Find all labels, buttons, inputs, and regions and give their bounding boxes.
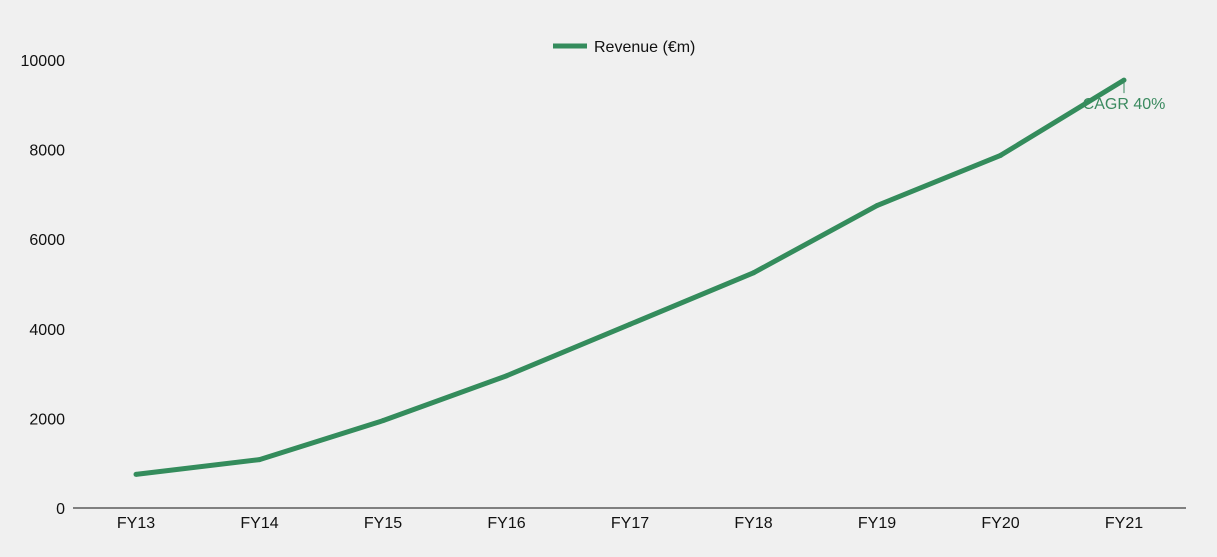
legend: Revenue (€m) (553, 39, 695, 56)
x-axis: FY13 FY14 FY15 FY16 FY17 FY18 FY19 FY20 FY21 (73, 507, 1186, 532)
data-point (504, 373, 509, 379)
y-tick-label: 2000 (29, 411, 65, 428)
series-group (133, 77, 1127, 477)
legend-label-revenue: Revenue (€m) (594, 39, 695, 56)
data-point (257, 457, 262, 463)
series-line-revenue (135, 78, 1126, 477)
y-axis: 0 2000 4000 6000 8000 10000 (21, 53, 66, 518)
data-point (380, 418, 386, 424)
x-tick-label: FY13 (117, 515, 155, 532)
data-point (998, 152, 1003, 158)
annotation-cagr: CAGR 40% (1083, 80, 1166, 113)
data-point (751, 270, 756, 276)
data-point (133, 471, 139, 477)
x-tick-label: FY15 (364, 515, 402, 532)
y-tick-label: 4000 (29, 322, 65, 339)
data-point (874, 203, 880, 209)
x-tick-label: FY21 (1105, 515, 1143, 532)
y-tick-label: 0 (56, 501, 65, 518)
data-point (627, 321, 633, 327)
x-tick-label: FY18 (734, 515, 772, 532)
annotation-label-cagr: CAGR 40% (1083, 96, 1166, 113)
x-tick-label: FY16 (487, 515, 525, 532)
x-tick-label: FY20 (981, 515, 1019, 532)
y-tick-label: 10000 (21, 53, 66, 70)
y-tick-label: 6000 (29, 232, 65, 249)
x-tick-label: FY17 (611, 515, 649, 532)
y-tick-label: 8000 (29, 143, 65, 160)
x-tick-label: FY19 (858, 515, 896, 532)
x-tick-label: FY14 (240, 515, 278, 532)
